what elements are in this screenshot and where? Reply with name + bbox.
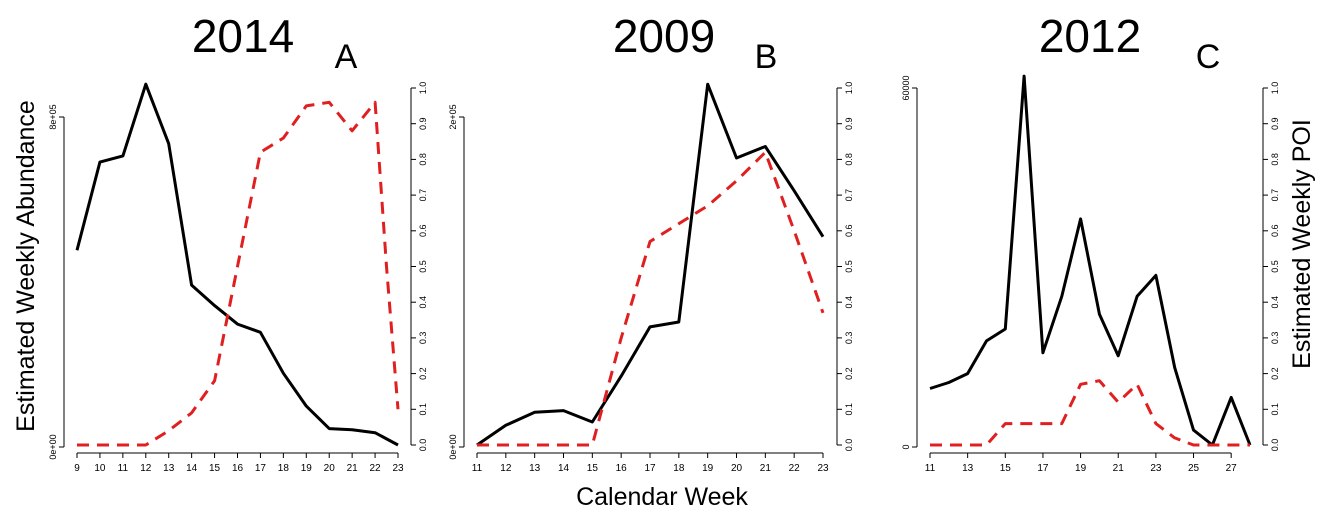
y-right-tick-label: 0.5 (844, 260, 854, 273)
chart-panel-a: 2014 A 9 10 11 12 13 14 15 16 17 18 19 20 21 22 23 0e+00 8… (48, 10, 428, 474)
x-tick-label: 21 (760, 463, 772, 474)
y-right-tick-label: 0.0 (844, 439, 854, 452)
y-right-tick-label: 0.8 (418, 153, 428, 166)
x-tick-label: 13 (529, 463, 541, 474)
x-tick-label: 11 (472, 463, 483, 474)
x-tick-label: 14 (558, 463, 570, 474)
x-tick-label: 16 (616, 463, 628, 474)
y-right-tick-label: 1.0 (418, 82, 428, 95)
y-right-tick-label: 0.6 (1270, 225, 1280, 238)
y-right-tick-label: 1.0 (1270, 82, 1280, 95)
y-right-tick-label: 1.0 (844, 82, 854, 95)
y-right-tick-label: 0.0 (1270, 439, 1280, 452)
y-axis-left-label: Estimated Weekly Abundance (12, 100, 40, 432)
y-right-tick-label: 0.6 (418, 225, 428, 238)
x-tick-label: 20 (731, 463, 743, 474)
chart-title: 2009 (613, 10, 715, 62)
x-tick-label: 12 (140, 463, 152, 474)
y-right-tick-label: 0.7 (844, 189, 854, 202)
x-tick-label: 19 (301, 463, 313, 474)
chart-panel-b: 2009 B 11 12 13 14 15 16 17 18 19 20 21 22 23 0e+00 2e+0… (448, 10, 854, 474)
x-tick-label: 15 (587, 463, 599, 474)
x-tick-label: 25 (1188, 463, 1200, 474)
x-tick-label: 9 (74, 463, 80, 474)
y-right-tick-label: 0.3 (844, 332, 854, 345)
chart-title: 2014 (192, 10, 294, 62)
x-tick-label: 12 (500, 463, 512, 474)
abundance-line (476, 82, 825, 447)
x-tick-label: 15 (1000, 463, 1012, 474)
y-right-tick-label: 0.2 (844, 367, 854, 380)
x-tick-label: 15 (209, 463, 221, 474)
abundance-line (929, 74, 1252, 447)
y-right-tick-label: 0.4 (844, 296, 854, 309)
y-left-tick-label: 0 (901, 444, 911, 449)
y-left-tick-label: 0e+00 (48, 434, 58, 459)
x-tick-label: 23 (392, 463, 404, 474)
x-tick-label: 23 (817, 463, 829, 474)
x-tick-label: 16 (232, 463, 244, 474)
y-right-tick-label: 0.1 (1270, 403, 1280, 416)
chart-panels: 2014 A9 10 11 12 13 14 15 16 17 18 19 20 21 22 230e+008… (48, 10, 1280, 474)
panel-label: B (755, 38, 778, 76)
y-right-tick-label: 0.5 (418, 260, 428, 273)
x-tick-label: 11 (925, 463, 936, 474)
y-left-tick-label: 0e+00 (448, 434, 458, 459)
y-right-tick-label: 0.6 (844, 225, 854, 238)
x-tick-label: 10 (94, 463, 106, 474)
x-tick-label: 21 (1113, 463, 1125, 474)
y-right-tick-label: 0.4 (1270, 296, 1280, 309)
x-tick-label: 13 (962, 463, 974, 474)
x-tick-label: 20 (324, 463, 336, 474)
y-right-tick-label: 0.4 (418, 296, 428, 309)
y-right-tick-label: 0.8 (844, 153, 854, 166)
x-tick-label: 17 (1037, 463, 1049, 474)
y-right-tick-label: 0.1 (418, 403, 428, 416)
y-right-tick-label: 0.3 (418, 332, 428, 345)
y-right-tick-label: 0.2 (1270, 367, 1280, 380)
x-tick-label: 18 (278, 463, 290, 474)
y-right-tick-label: 0.8 (1270, 153, 1280, 166)
y-right-tick-label: 0.0 (418, 439, 428, 452)
y-axis-right-label: Estimated Weekly POI (1288, 119, 1316, 369)
y-right-tick-label: 0.1 (844, 403, 854, 416)
y-left-tick-label: 2e+05 (448, 104, 458, 129)
y-left-tick-label: 60000 (901, 75, 911, 100)
x-tick-label: 22 (370, 463, 382, 474)
y-right-tick-label: 0.3 (1270, 332, 1280, 345)
y-right-tick-label: 0.7 (418, 189, 428, 202)
poi-line (477, 150, 825, 447)
y-right-tick-label: 0.9 (418, 117, 428, 130)
poi-line (930, 379, 1250, 447)
abundance-line (75, 82, 399, 447)
x-tick-label: 22 (789, 463, 801, 474)
x-tick-label: 27 (1226, 463, 1238, 474)
x-tick-label: 14 (186, 463, 198, 474)
y-right-tick-label: 0.9 (1270, 117, 1280, 130)
x-axis-label: Calendar Week (576, 483, 748, 510)
y-right-tick-label: 0.9 (844, 117, 854, 130)
y-right-tick-label: 0.2 (418, 367, 428, 380)
x-tick-label: 23 (1150, 463, 1162, 474)
x-tick-label: 17 (255, 463, 267, 474)
x-tick-label: 18 (673, 463, 685, 474)
x-tick-label: 17 (644, 463, 656, 474)
x-tick-label: 19 (702, 463, 714, 474)
panel-label: C (1196, 38, 1221, 76)
x-tick-label: 11 (118, 463, 129, 474)
chart-panel-c: 2012 C 11 13 15 17 19 21 23 25 27 0 60000 0.0 0.1 0.2 0.… (901, 10, 1280, 474)
x-tick-label: 21 (347, 463, 359, 474)
panel-label: A (335, 38, 358, 76)
y-right-tick-label: 0.7 (1270, 189, 1280, 202)
y-left-tick-label: 8e+05 (48, 104, 58, 129)
y-right-tick-label: 0.5 (1270, 260, 1280, 273)
poi-line (77, 100, 400, 447)
x-tick-label: 13 (163, 463, 175, 474)
x-tick-label: 19 (1075, 463, 1087, 474)
chart-title: 2012 (1039, 10, 1141, 62)
